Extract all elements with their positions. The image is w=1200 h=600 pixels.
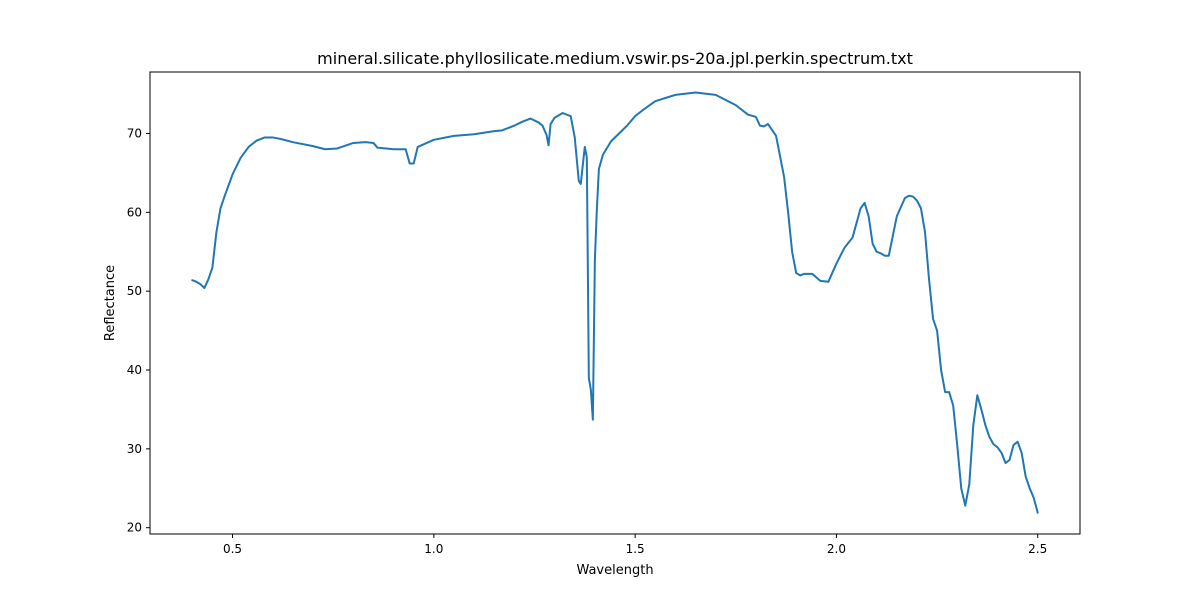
chart-title: mineral.silicate.phyllosilicate.medium.v… bbox=[317, 49, 913, 68]
x-tick-label: 2.5 bbox=[1028, 542, 1047, 556]
axes-frame bbox=[149, 71, 1081, 535]
y-tick-label: 60 bbox=[127, 205, 142, 219]
y-tick-label: 20 bbox=[127, 521, 142, 535]
x-axis-label: Wavelength bbox=[576, 563, 653, 578]
x-tick-label: 2.0 bbox=[827, 542, 846, 556]
x-tick-label: 0.5 bbox=[223, 542, 242, 556]
plot-area bbox=[191, 91, 1039, 514]
y-axis: 20 30 40 50 60 70 bbox=[127, 126, 150, 535]
y-tick-label: 70 bbox=[127, 126, 142, 140]
y-tick-label: 40 bbox=[127, 363, 142, 377]
y-tick-label: 50 bbox=[127, 284, 142, 298]
x-axis: 0.5 1.0 1.5 2.0 2.5 bbox=[223, 534, 1047, 556]
x-tick-label: 1.5 bbox=[626, 542, 645, 556]
y-axis-label: Reflectance bbox=[103, 265, 118, 341]
y-tick-label: 30 bbox=[127, 442, 142, 456]
x-tick-label: 1.0 bbox=[424, 542, 443, 556]
spectrum-line bbox=[191, 91, 1039, 514]
